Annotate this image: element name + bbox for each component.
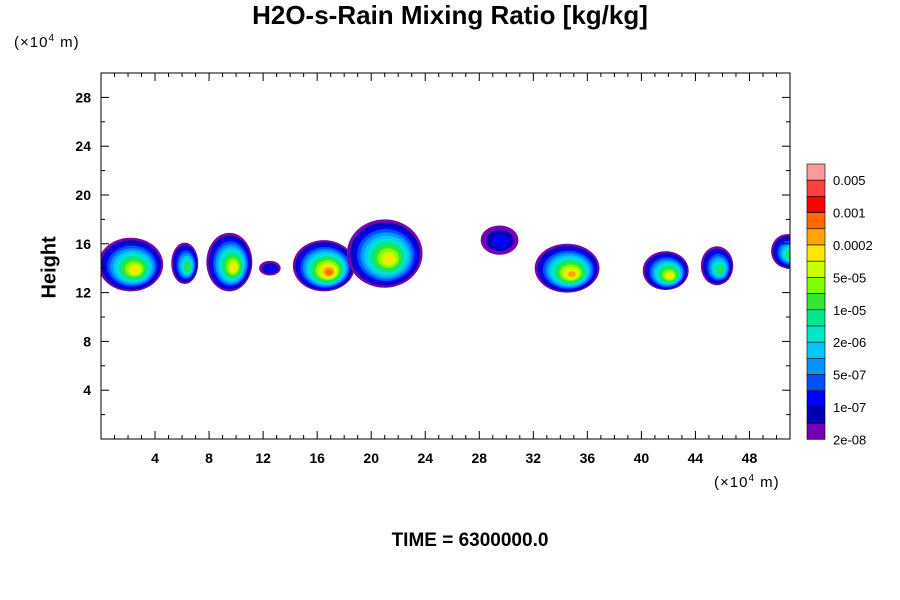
cloud-2-contour-11 bbox=[230, 263, 237, 272]
colorbar-label: 0.001 bbox=[833, 206, 866, 221]
cloud-9-contour-8 bbox=[717, 266, 723, 274]
colorbar-swatch bbox=[806, 260, 826, 278]
colorbar-label: 5e-07 bbox=[833, 368, 866, 383]
colorbar-swatch bbox=[806, 374, 826, 392]
colorbar-label: 1e-07 bbox=[833, 400, 866, 415]
colorbar-swatch bbox=[806, 228, 826, 246]
mixing-ratio-field bbox=[101, 219, 790, 293]
x-tick-label: 24 bbox=[417, 450, 433, 466]
colorbar-swatch bbox=[806, 196, 826, 213]
x-tick-label: 36 bbox=[580, 450, 596, 466]
cloud-6-contour-2 bbox=[491, 234, 509, 248]
cloud-0-contour-11 bbox=[131, 266, 140, 274]
y-tick-label: 4 bbox=[83, 382, 91, 398]
x-tick-label: 8 bbox=[205, 450, 213, 466]
cloud-1-contour-8 bbox=[185, 263, 191, 271]
colorbar-swatch bbox=[806, 163, 826, 181]
y-tick-label: 24 bbox=[75, 138, 91, 154]
cloud-8-contour-11 bbox=[667, 273, 674, 279]
x-unit-label: (×104 m) bbox=[714, 473, 780, 491]
colorbar-swatch bbox=[806, 390, 826, 408]
colorbar-swatch bbox=[806, 309, 826, 327]
y-axis: 4 8 12 16 20 24 28 bbox=[75, 89, 790, 416]
colorbar-label: 0.005 bbox=[833, 173, 866, 188]
y-tick-label: 20 bbox=[75, 187, 91, 203]
colorbar-swatch bbox=[806, 358, 826, 375]
colorbar-swatch bbox=[806, 422, 826, 440]
colorbar-swatch bbox=[806, 244, 826, 262]
colorbar-label: 2e-08 bbox=[833, 432, 866, 447]
colorbar-swatch bbox=[806, 341, 826, 359]
chart-title: H2O-s-Rain Mixing Ratio [kg/kg] bbox=[252, 0, 648, 30]
colorbar-swatch bbox=[806, 212, 826, 230]
colorbar-swatch bbox=[806, 325, 826, 343]
plot-frame bbox=[100, 72, 791, 440]
colorbar-label: 0.0002 bbox=[833, 238, 873, 253]
cloud-10-contour-8 bbox=[787, 252, 790, 258]
cloud-3-contour-2 bbox=[265, 265, 276, 273]
colorbar-label: 5e-05 bbox=[833, 270, 866, 285]
y-unit-label: (×104 m) bbox=[14, 33, 80, 51]
x-tick-label: 16 bbox=[309, 450, 325, 466]
cloud-4-contour-13 bbox=[325, 269, 333, 276]
colorbar-label: 1e-05 bbox=[833, 303, 866, 318]
x-tick-label: 12 bbox=[255, 450, 271, 466]
y-tick-label: 12 bbox=[75, 285, 91, 301]
x-tick-label: 48 bbox=[742, 450, 758, 466]
time-label: TIME = 6300000.0 bbox=[391, 530, 549, 551]
x-tick-label: 28 bbox=[471, 450, 487, 466]
x-tick-label: 40 bbox=[634, 450, 650, 466]
colorbar-swatch bbox=[806, 293, 826, 311]
y-tick-label: 28 bbox=[75, 89, 91, 105]
x-tick-label: 44 bbox=[688, 450, 704, 466]
colorbar-swatch bbox=[806, 406, 826, 424]
x-tick-label: 4 bbox=[151, 450, 159, 466]
y-axis-title: Height bbox=[38, 236, 61, 299]
x-axis: 4 8 12 16 20 24 28 32 36 40 44 48 bbox=[114, 73, 777, 466]
colorbar-label: 2e-06 bbox=[833, 335, 866, 350]
colorbar-swatch bbox=[806, 277, 826, 294]
y-tick-label: 16 bbox=[75, 236, 91, 252]
y-tick-label: 8 bbox=[83, 333, 91, 349]
cloud-7-contour-12 bbox=[568, 271, 576, 278]
x-tick-label: 20 bbox=[363, 450, 379, 466]
cloud-5-contour-11 bbox=[384, 254, 394, 264]
x-tick-label: 32 bbox=[526, 450, 542, 466]
colorbar-swatch bbox=[806, 179, 826, 197]
colorbar: 0.005 0.001 0.0002 5e-05 1e-05 2e-06 5e-07 1e-0… bbox=[806, 163, 873, 447]
